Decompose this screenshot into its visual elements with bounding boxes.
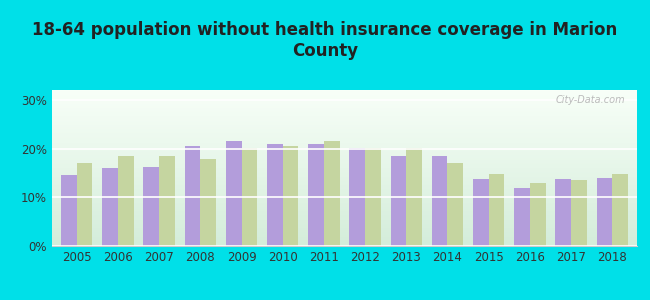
Bar	[406, 148, 422, 246]
Bar	[391, 156, 406, 246]
Bar	[200, 159, 216, 246]
Bar	[365, 148, 381, 246]
Bar	[102, 168, 118, 246]
Bar	[597, 178, 612, 246]
Bar	[283, 146, 298, 246]
Bar	[530, 183, 545, 246]
Bar	[514, 188, 530, 246]
Bar	[185, 146, 200, 246]
Bar	[77, 163, 92, 246]
Bar	[242, 148, 257, 246]
Bar	[432, 156, 447, 246]
Text: 18-64 population without health insurance coverage in Marion
County: 18-64 population without health insuranc…	[32, 21, 617, 60]
Bar	[571, 180, 587, 246]
Bar	[473, 179, 489, 246]
Bar	[324, 141, 339, 246]
Bar	[556, 179, 571, 246]
Bar	[226, 141, 242, 246]
Legend: Marion County, Tennessee average: Marion County, Tennessee average	[196, 297, 493, 300]
Bar	[350, 148, 365, 246]
Bar	[612, 174, 628, 246]
Bar	[308, 144, 324, 246]
Bar	[489, 174, 504, 246]
Bar	[61, 175, 77, 246]
Text: City-Data.com: City-Data.com	[556, 95, 625, 105]
Bar	[118, 156, 133, 246]
Bar	[144, 167, 159, 246]
Bar	[447, 163, 463, 246]
Bar	[267, 144, 283, 246]
Bar	[159, 156, 175, 246]
